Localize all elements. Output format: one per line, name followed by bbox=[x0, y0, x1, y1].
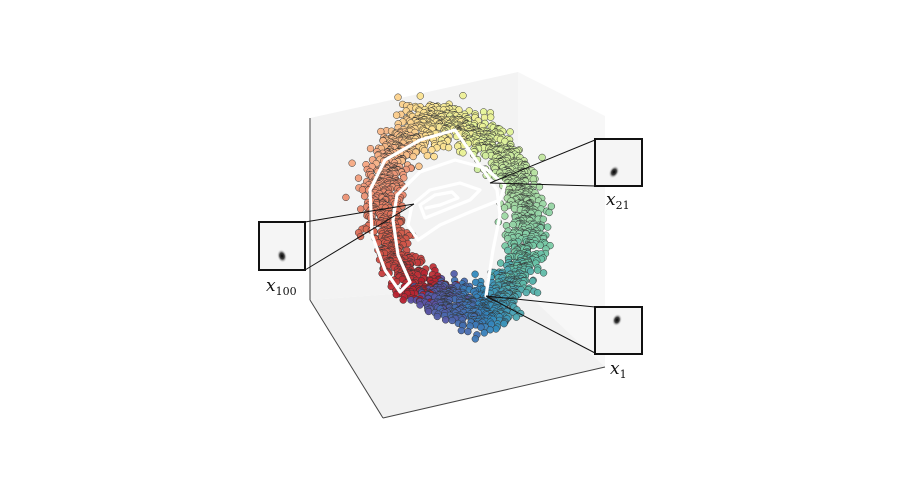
inset-x21 bbox=[594, 138, 643, 187]
scatter-point bbox=[538, 153, 546, 162]
scatter-point bbox=[366, 144, 375, 153]
scatter-point bbox=[534, 266, 542, 274]
scatter-point bbox=[416, 92, 424, 100]
connector-x1-bottom bbox=[485, 295, 596, 354]
floor-pane bbox=[310, 285, 605, 418]
scatter-point bbox=[457, 326, 465, 335]
scatter-point bbox=[394, 93, 402, 101]
scatter-point bbox=[545, 208, 553, 217]
scatter-point bbox=[444, 143, 453, 152]
scatter-point bbox=[539, 215, 547, 223]
scatter-point bbox=[423, 152, 431, 160]
scatter-point bbox=[504, 246, 512, 255]
scatter-point bbox=[464, 327, 472, 336]
inset-x100 bbox=[258, 221, 306, 271]
connector-x1-top bbox=[485, 295, 596, 308]
scatter-point bbox=[360, 192, 369, 200]
gaussian-blob-icon bbox=[608, 165, 620, 179]
scatter-point bbox=[448, 316, 456, 325]
scatter-point bbox=[430, 152, 438, 161]
scatter-point bbox=[487, 113, 495, 121]
scatter-point bbox=[533, 289, 542, 297]
scatter-point bbox=[415, 162, 423, 170]
scatter-point bbox=[399, 296, 407, 304]
connector-lines bbox=[304, 139, 596, 354]
scatter-point bbox=[509, 220, 517, 229]
scatter-point bbox=[496, 259, 505, 267]
scatter-point bbox=[409, 152, 417, 161]
scatter-point bbox=[529, 277, 537, 285]
scatter-point bbox=[428, 146, 436, 154]
scatter-point bbox=[416, 301, 424, 309]
scatter-point bbox=[471, 335, 479, 343]
scatter-point bbox=[480, 329, 488, 337]
gaussian-blob-icon bbox=[611, 313, 623, 327]
scatter-point bbox=[377, 127, 385, 136]
scatter-point bbox=[526, 267, 535, 275]
axis-floor-left bbox=[309, 299, 384, 419]
scatter-point bbox=[348, 159, 356, 167]
scatter-point bbox=[486, 326, 494, 334]
scatter-point bbox=[441, 316, 450, 324]
scatter-point bbox=[357, 205, 365, 213]
trajectory-path bbox=[368, 128, 507, 298]
scatter-point bbox=[477, 323, 485, 331]
scatter-point bbox=[510, 205, 519, 213]
scatter-point bbox=[501, 212, 509, 220]
scatter-point bbox=[481, 152, 490, 160]
scatter-point bbox=[358, 186, 367, 194]
scatter-point bbox=[433, 312, 441, 321]
connector-x100-top bbox=[304, 203, 415, 223]
scatter-point bbox=[506, 128, 514, 136]
inset-x21-frame bbox=[594, 138, 643, 187]
scatter-point bbox=[512, 313, 520, 321]
label-x100: x100 bbox=[266, 276, 297, 298]
scatter-point bbox=[424, 307, 433, 316]
scatter-point bbox=[450, 270, 458, 278]
scatter-point bbox=[544, 223, 552, 231]
gaussian-blob-icon bbox=[276, 249, 288, 263]
scatter-point bbox=[459, 149, 467, 157]
label-x1: x1 bbox=[610, 359, 627, 381]
scatter-point bbox=[459, 91, 467, 100]
scatter-point bbox=[354, 174, 363, 182]
scatter-point bbox=[500, 320, 508, 328]
scatter-point bbox=[471, 270, 479, 278]
connector-x21-top bbox=[489, 139, 596, 184]
scatter-point bbox=[392, 111, 401, 119]
label-x21: x21 bbox=[606, 190, 630, 212]
scatter-point bbox=[342, 193, 350, 202]
scatter-point bbox=[522, 288, 530, 297]
scatter-point bbox=[500, 204, 509, 212]
scatter-point bbox=[392, 290, 400, 299]
axis-floor-front bbox=[382, 366, 606, 419]
scatter-point bbox=[539, 269, 548, 277]
scatter-point bbox=[536, 241, 544, 249]
connector-x21-bottom bbox=[489, 182, 596, 187]
scatter-point bbox=[472, 278, 480, 286]
connector-x100-bottom bbox=[304, 203, 415, 271]
inset-x100-frame bbox=[258, 221, 306, 271]
scatter-point bbox=[535, 183, 544, 191]
inset-x1 bbox=[594, 306, 643, 355]
